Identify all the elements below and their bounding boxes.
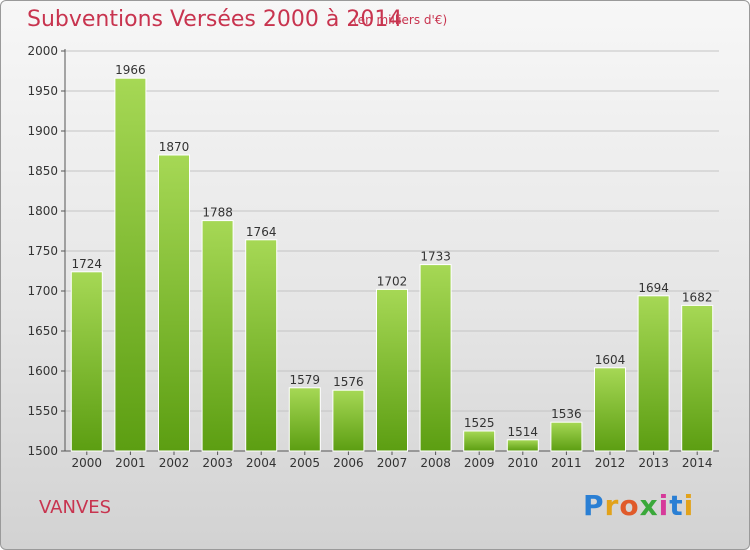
proxiti-logo: Proxiti — [583, 489, 694, 522]
data-label: 1788 — [202, 206, 233, 220]
data-label: 1579 — [290, 373, 321, 387]
x-tick-label: 2011 — [551, 456, 582, 470]
x-tick-label: 2002 — [159, 456, 190, 470]
data-label: 1702 — [377, 274, 408, 288]
logo-letter: r — [604, 489, 620, 522]
data-label: 1733 — [420, 250, 451, 264]
bar — [288, 387, 321, 452]
city-name: VANVES — [39, 497, 112, 518]
bar — [376, 288, 408, 452]
x-tick-label: 2003 — [202, 456, 233, 470]
bar — [201, 220, 234, 452]
y-tick-label: 1650 — [27, 324, 58, 338]
bar — [681, 304, 714, 452]
y-tick-label: 1900 — [27, 124, 58, 138]
data-label: 1682 — [682, 290, 713, 304]
y-tick-label: 1850 — [27, 164, 58, 178]
bar — [332, 389, 365, 452]
bar — [550, 421, 583, 452]
x-tick-label: 2014 — [682, 456, 713, 470]
y-tick-label: 1750 — [27, 244, 58, 258]
x-tick-label: 2010 — [508, 456, 539, 470]
labels: 1500 1550 1600 1650 1700 1750 1800 1850 1900 1950… — [27, 44, 712, 470]
data-label: 1525 — [464, 416, 495, 430]
data-label: 1694 — [638, 281, 669, 295]
y-tick-label: 1500 — [27, 444, 58, 458]
x-tick-label: 2005 — [290, 456, 321, 470]
bar — [245, 239, 278, 452]
y-tick-label: 1600 — [27, 364, 58, 378]
logo-letter: o — [619, 489, 640, 522]
bar — [594, 367, 626, 452]
data-label: 1966 — [115, 63, 146, 77]
x-tick-label: 2001 — [115, 456, 146, 470]
chart-title: Subventions Versées 2000 à 2014 — [27, 7, 403, 32]
bar — [419, 264, 452, 452]
x-tick-label: 2012 — [595, 456, 626, 470]
x-tick-label: 2013 — [638, 456, 669, 470]
data-label: 1764 — [246, 225, 277, 239]
y-tick-label: 1950 — [27, 84, 58, 98]
x-tick-label: 2007 — [377, 456, 408, 470]
y-tick-label: 2000 — [27, 44, 58, 58]
x-tick-label: 2004 — [246, 456, 277, 470]
bar — [463, 430, 496, 452]
bars — [70, 77, 714, 452]
bar — [114, 77, 147, 452]
data-label: 1536 — [551, 407, 582, 421]
logo-letter: P — [583, 489, 605, 522]
y-tick-label: 1550 — [27, 404, 58, 418]
y-tick-label: 1800 — [27, 204, 58, 218]
bar — [158, 154, 190, 452]
x-tick-label: 2006 — [333, 456, 364, 470]
data-label: 1724 — [72, 257, 103, 271]
chart-subtitle: (en milliers d'€) — [353, 13, 448, 27]
data-label: 1514 — [508, 425, 539, 439]
y-tick-label: 1700 — [27, 284, 58, 298]
logo-letter: t — [669, 489, 684, 522]
logo-letter: i — [683, 489, 695, 522]
data-label: 1604 — [595, 353, 626, 367]
logo-letter: i — [658, 489, 670, 522]
logo-letter: x — [639, 489, 659, 522]
bar — [70, 271, 103, 452]
x-tick-label: 2008 — [420, 456, 451, 470]
data-label: 1870 — [159, 140, 190, 154]
bar — [506, 439, 539, 452]
bar — [637, 295, 670, 452]
x-tick-label: 2009 — [464, 456, 495, 470]
x-tick-label: 2000 — [72, 456, 103, 470]
data-label: 1576 — [333, 375, 364, 389]
